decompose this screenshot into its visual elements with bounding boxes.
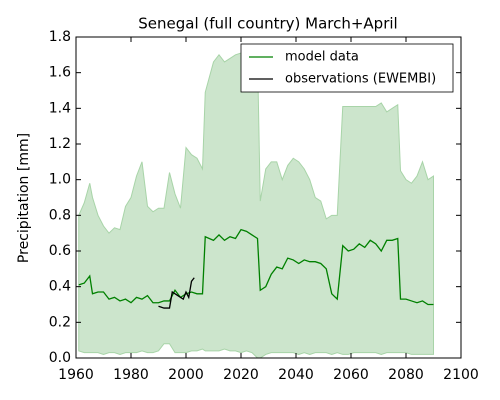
y-tick-label: 0.8	[49, 207, 71, 223]
legend-label: observations (EWEMBI)	[285, 72, 436, 87]
y-tick-label: 0.0	[49, 350, 71, 366]
x-tick-label: 2020	[223, 367, 259, 383]
chart-title: Senegal (full country) March+April	[138, 15, 397, 33]
x-tick-label: 1980	[113, 367, 149, 383]
line	[78, 228, 434, 306]
y-tick-label: 1.2	[49, 136, 71, 152]
x-tick-label: 1960	[58, 367, 94, 383]
y-tick-label: 0.2	[49, 314, 71, 330]
x-tick-label: 2080	[388, 367, 424, 383]
legend-box	[240, 43, 454, 93]
x-tick-label: 2040	[278, 367, 314, 383]
y-tick-label: 0.4	[49, 279, 71, 295]
legend: model data observations (EWEMBI)	[240, 43, 454, 93]
plot-frame	[75, 36, 462, 359]
line	[158, 277, 195, 309]
y-tick-label: 1.8	[49, 29, 71, 45]
x-tick-label: 2060	[333, 367, 369, 383]
y-tick-label: 1.4	[49, 100, 71, 116]
y-tick-label: 1.6	[49, 65, 71, 81]
y-tick-label: 1.0	[49, 172, 71, 188]
legend-label: model data	[285, 50, 359, 65]
band	[78, 50, 434, 359]
x-tick-label: 2000	[168, 367, 204, 383]
y-axis-label: Precipitation [mm]	[16, 133, 32, 263]
y-tick-label: 0.6	[49, 243, 71, 259]
x-tick-label: 2100	[443, 367, 479, 383]
